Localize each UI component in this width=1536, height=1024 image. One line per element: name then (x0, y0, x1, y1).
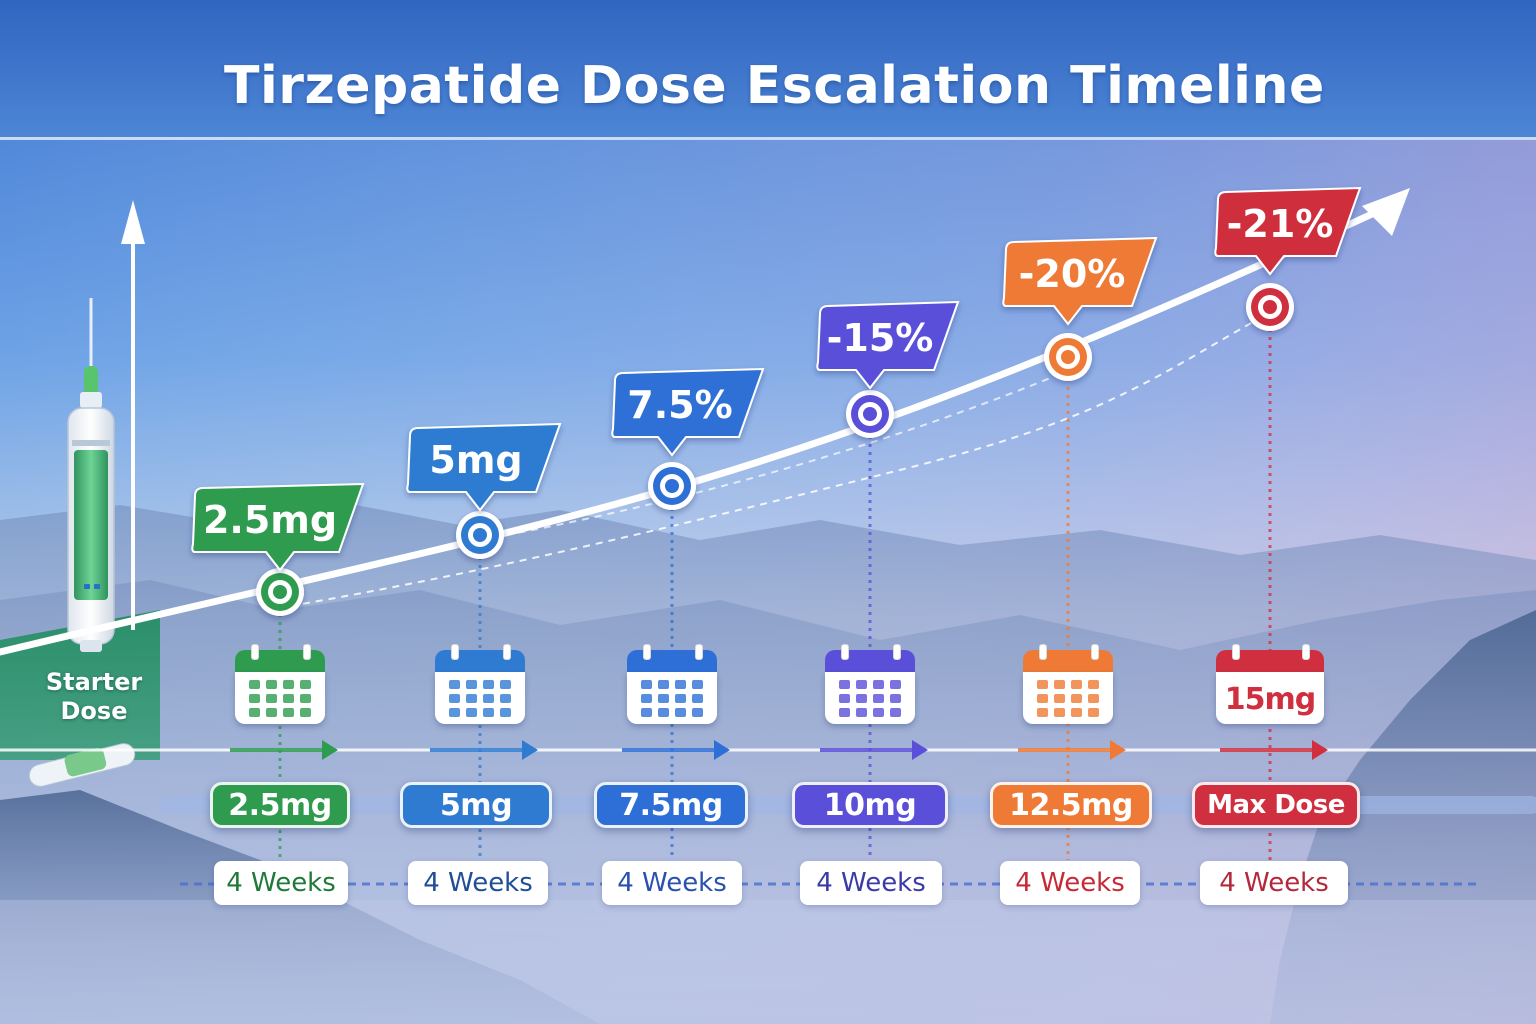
dose-bubble-label: 2.5mg (203, 498, 337, 542)
dose-bubble (611, 367, 765, 457)
calendar-dose-label: 15mg (1224, 681, 1316, 717)
dose-bubble-label: -15% (827, 316, 934, 360)
starter-dose-label: Starter Dose (28, 668, 160, 726)
dose-bubble (1214, 186, 1362, 276)
duration-box: 4 Weeks (1200, 861, 1348, 905)
injection-pen-icon (67, 298, 115, 652)
timeline-arrowhead (322, 740, 338, 760)
duration-box: 4 Weeks (1000, 861, 1140, 905)
dose-bubble (191, 482, 365, 572)
dose-bubble-label: -21% (1227, 202, 1334, 246)
timeline-arrowhead (714, 740, 730, 760)
dose-marker-dot (273, 585, 287, 599)
timeline-arrowhead (1312, 740, 1328, 760)
dose-bubble-label: 7.5% (627, 383, 732, 427)
dose-bubble (406, 422, 562, 512)
duration-box: 4 Weeks (602, 861, 742, 905)
dose-bubble-label: 5mg (429, 438, 522, 482)
dose-pill: Max Dose (1192, 782, 1360, 828)
dose-marker-dot (473, 528, 487, 542)
starter-label-line2: Dose (60, 696, 128, 725)
dose-pill: 12.5mg (990, 782, 1152, 828)
dose-bubble-label: -20% (1019, 252, 1126, 296)
progress-curve-dashed (289, 317, 1261, 607)
duration-box: 4 Weeks (214, 861, 348, 905)
curve-arrowhead (1362, 188, 1410, 236)
dose-bubble (816, 300, 960, 390)
timeline-arrowhead (522, 740, 538, 760)
dose-marker-dot (1061, 350, 1075, 364)
duration-box: 4 Weeks (800, 861, 942, 905)
dose-pill: 10mg (792, 782, 948, 828)
calendar-icon (235, 644, 325, 724)
timeline-arrowhead (912, 740, 928, 760)
dose-marker-dot (1263, 300, 1277, 314)
starter-label-line1: Starter (45, 668, 143, 696)
dose-pill: 7.5mg (594, 782, 748, 828)
dose-marker-dot (863, 407, 877, 421)
dose-bubble (1002, 236, 1158, 326)
page-title: Tirzepatide Dose Escalation Timeline (224, 56, 1325, 116)
dose-pill: 5mg (400, 782, 552, 828)
calendar-icon (627, 644, 717, 724)
progress-curve-dashed-2 (479, 369, 1071, 541)
calendar-icon (435, 644, 525, 724)
dose-marker-dot (665, 479, 679, 493)
calendar-icon (1023, 644, 1113, 724)
timeline-arrowhead (1110, 740, 1126, 760)
duration-box: 4 Weeks (408, 861, 548, 905)
calendar-icon (825, 644, 915, 724)
calendar-max-dose-icon: 15mg (1216, 644, 1324, 724)
pen-cap-icon (28, 743, 136, 787)
dose-pill: 2.5mg (210, 782, 350, 828)
